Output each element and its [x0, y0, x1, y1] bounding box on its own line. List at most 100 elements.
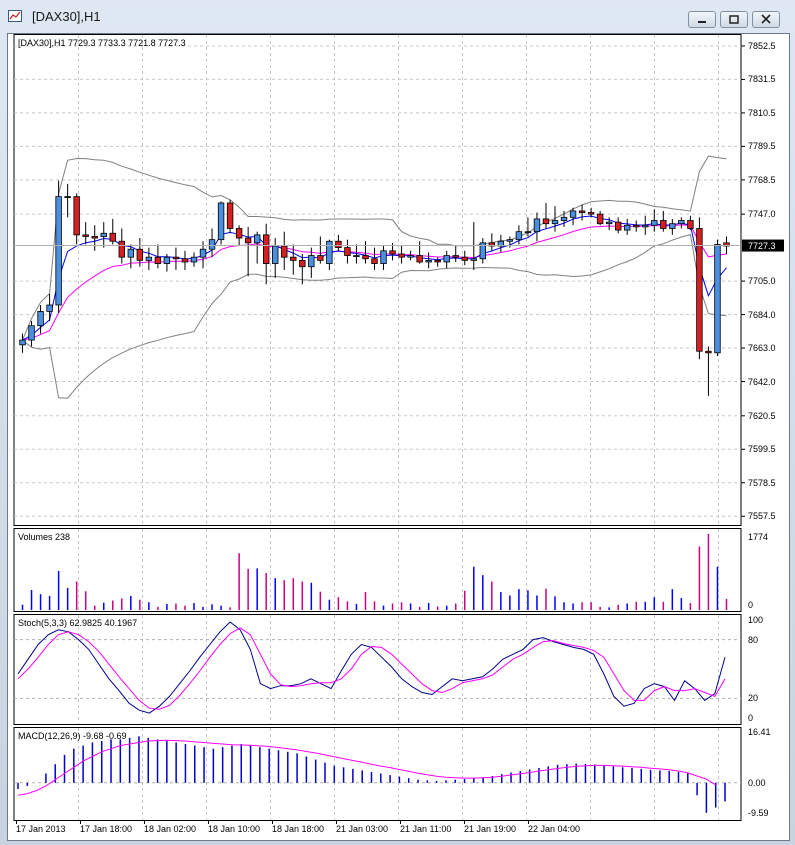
candle-body — [651, 220, 658, 226]
y-tick-label: 20 — [748, 693, 759, 704]
candle-body — [524, 231, 532, 234]
candle-body — [515, 231, 523, 241]
candle-body — [660, 220, 667, 229]
candle-body — [362, 255, 369, 260]
x-tick-label: 21 Jan 03:00 — [336, 824, 389, 834]
candle-body — [281, 245, 288, 258]
candle-body — [633, 224, 640, 228]
chart-canvas[interactable] — [8, 34, 789, 840]
candle-body — [199, 248, 207, 258]
candle-body — [253, 234, 261, 244]
candle-body — [416, 255, 423, 263]
x-tick-label: 18 Jan 18:00 — [272, 824, 325, 834]
candle-body — [614, 221, 622, 231]
candle-body — [578, 210, 586, 213]
current-price-label: 7727.3 — [748, 240, 776, 251]
close-button[interactable] — [752, 11, 780, 28]
y-tick-label: 7789.5 — [748, 141, 776, 152]
moving-average-slow-line — [22, 224, 727, 341]
candle-body — [443, 255, 450, 263]
candle-body — [109, 232, 116, 242]
y-tick-label: 7642.0 — [748, 376, 776, 387]
candle-body — [470, 258, 477, 261]
stochastic-pane-header: Stoch(5,3,3) 62.9825 40.1967 — [18, 618, 138, 628]
candle-body — [163, 256, 171, 264]
x-tick-label: 17 Jan 18:00 — [80, 824, 133, 834]
candle-body — [434, 259, 441, 263]
candle-body — [398, 253, 405, 258]
candle-body — [28, 325, 35, 341]
y-tick-label: 0.00 — [748, 777, 766, 788]
candle-body — [181, 258, 189, 263]
x-tick-label: 21 Jan 11:00 — [400, 824, 452, 834]
candle-body — [425, 259, 432, 263]
y-tick-label: 0 — [748, 713, 754, 723]
candle-body — [317, 255, 324, 261]
candle-body — [37, 310, 44, 327]
candle-body — [190, 256, 198, 263]
candle-body — [308, 255, 315, 268]
candle-body — [235, 228, 243, 239]
candle-body — [551, 220, 559, 225]
candle-body — [705, 350, 712, 354]
candle-body — [262, 234, 270, 264]
y-tick-label: 100 — [748, 615, 764, 625]
candle-body — [226, 202, 234, 229]
y-tick-label: 7852.5 — [748, 40, 776, 51]
current-price-tag — [742, 239, 784, 252]
chart-area[interactable]: 7852.5 7831.5 7810.5 7789.5 7768.5 7747.0 7705… — [7, 33, 790, 841]
candle-body — [669, 223, 676, 229]
y-tick-label: 0 — [748, 600, 754, 610]
candle-body — [299, 259, 306, 268]
candle-body — [353, 255, 360, 257]
candle-body — [587, 212, 595, 215]
candle-body — [118, 240, 125, 258]
candle-body — [100, 232, 107, 237]
candle-body — [82, 234, 89, 237]
y-tick-label: 7663.0 — [748, 343, 776, 354]
candle-body — [687, 220, 694, 229]
candle-body — [154, 256, 162, 264]
candle-body — [136, 248, 144, 261]
candle-body — [344, 247, 351, 256]
candle-body — [506, 239, 514, 242]
candle-body — [696, 228, 703, 352]
title-bar[interactable]: [DAX30],H1 — [0, 0, 795, 30]
candle-body — [64, 196, 71, 199]
candle-body — [542, 218, 550, 225]
macd-signal-line — [17, 739, 716, 796]
candle-body — [145, 256, 153, 261]
bollinger-lower-line — [22, 233, 727, 399]
maximize-button[interactable] — [720, 11, 748, 28]
y-tick-label: -9.59 — [748, 807, 769, 818]
y-tick-label: 7684.0 — [748, 309, 776, 320]
candle-body — [560, 216, 568, 221]
x-tick-label: 18 Jan 10:00 — [208, 824, 261, 834]
candle-body — [172, 256, 180, 260]
y-tick-label: 16.41 — [748, 726, 771, 737]
candle-body — [46, 304, 53, 312]
candle-body — [642, 224, 649, 228]
candle-body — [678, 220, 685, 225]
y-tick-label: 7557.5 — [748, 511, 776, 522]
minimize-button[interactable] — [688, 11, 716, 28]
y-tick-label: 1774 — [748, 532, 769, 542]
close-icon — [761, 14, 771, 24]
x-tick-label: 21 Jan 19:00 — [464, 824, 517, 834]
candle-body — [605, 221, 613, 225]
macd-pane-header: MACD(12,26,9) -9.68 -0.69 — [18, 731, 127, 741]
candle-body — [335, 240, 342, 249]
candle-body — [569, 210, 577, 218]
y-tick-label: 7810.5 — [748, 107, 776, 118]
candle-body — [326, 240, 333, 264]
candle-body — [290, 256, 297, 261]
pane-border-vol — [13, 528, 742, 612]
candle-body — [244, 237, 252, 244]
candle-body — [380, 250, 387, 264]
main-chart-header: [DAX30],H1 7729.3 7733.3 7721.8 7727.3 — [18, 38, 186, 48]
candle-body — [624, 224, 631, 231]
pane-border-sto — [13, 614, 742, 725]
candle-body — [452, 255, 459, 258]
bollinger-upper-line — [22, 155, 727, 341]
